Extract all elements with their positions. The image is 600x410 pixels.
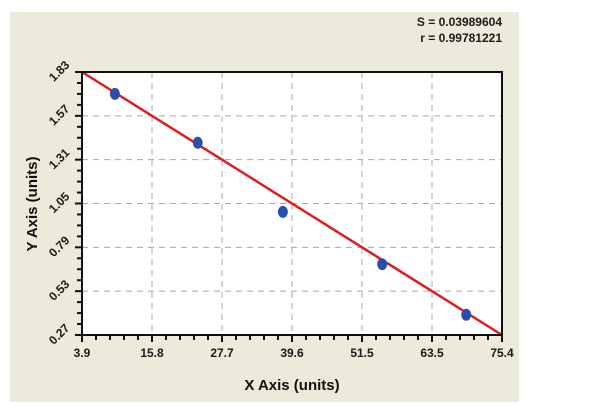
x-tick-label: 3.9 (74, 346, 91, 360)
x-tick-label: 27.7 (210, 346, 234, 360)
x-tick-label: 39.6 (280, 346, 304, 360)
x-tick-label: 75.4 (490, 346, 514, 360)
r-statistic: r = 0.99781221 (420, 31, 502, 45)
x-tick-label: 15.8 (140, 346, 164, 360)
fit-line-segment (81, 70, 503, 337)
data-point (192, 136, 203, 149)
x-tick-label: 63.5 (420, 346, 444, 360)
s-statistic: S = 0.03989604 (416, 15, 502, 29)
x-tick-label: 51.5 (350, 346, 374, 360)
y-axis-title: Y Axis (units) (24, 156, 41, 251)
y-tick-label: 1.05 (46, 189, 73, 216)
x-axis-ticks: 3.9 15.8 27.7 39.6 51.5 63.5 75.4 (74, 335, 514, 360)
x-axis-title: X Axis (units) (244, 377, 339, 394)
fit-line (81, 70, 503, 337)
y-tick-label: 0.53 (46, 277, 73, 304)
fit-statistics: S = 0.03989604 r = 0.99781221 (417, 14, 502, 46)
y-tick-label: 1.83 (46, 58, 73, 85)
data-point (461, 308, 472, 321)
data-point (277, 205, 288, 218)
y-axis-ticks: 0.27 0.53 0.79 1.05 1.31 1.57 1.83 (46, 58, 82, 348)
data-point (377, 258, 388, 271)
data-point (109, 87, 120, 100)
y-tick-label: 0.79 (46, 233, 73, 260)
y-tick-label: 0.27 (46, 321, 73, 348)
y-tick-label: 1.57 (46, 102, 73, 129)
y-tick-label: 1.31 (46, 145, 73, 172)
data-points (109, 87, 472, 321)
